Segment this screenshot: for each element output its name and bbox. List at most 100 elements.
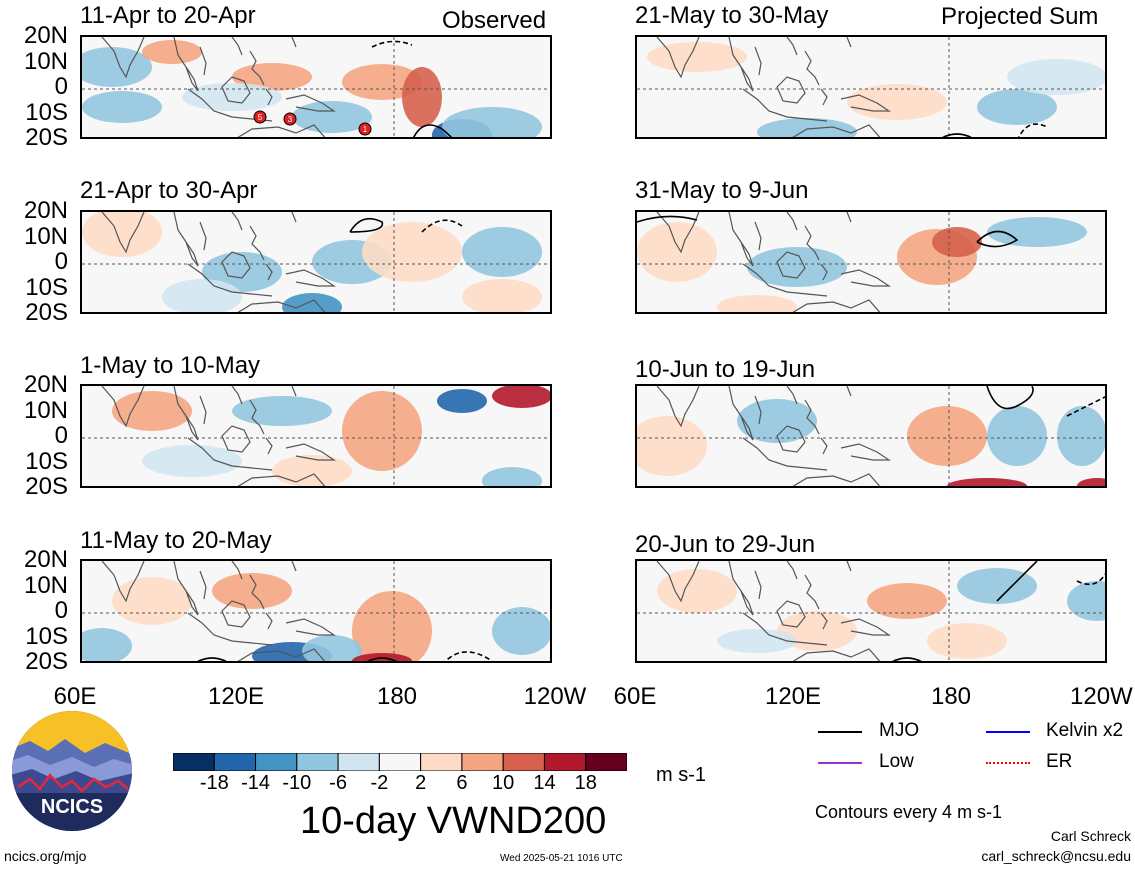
lat-label-2-20n: 20N <box>23 197 68 224</box>
anomaly-field <box>637 217 1087 312</box>
colorbar-segment <box>213 752 257 772</box>
footer-timestamp: Wed 2025-05-21 1016 UTC <box>500 853 623 864</box>
anomaly-field <box>82 573 550 661</box>
colorbar-tick-label: -2 <box>370 772 389 794</box>
legend-label-er: ER <box>1046 751 1073 772</box>
lat-label-3-20s: 20S <box>25 473 68 500</box>
colorbar-segment <box>172 752 215 772</box>
panel-title-right-4: 20-Jun to 29-Jun <box>635 531 816 558</box>
colorbar-segment <box>337 752 380 772</box>
anomaly-field <box>82 212 542 312</box>
colorbar-tick-label: 18 <box>574 772 597 794</box>
footer-author: Carl Schreck <box>1050 828 1131 844</box>
lon-label-right-60e: 60E <box>613 683 657 710</box>
storm-marker-label: 5 <box>258 113 263 122</box>
mjo-contours <box>371 40 453 137</box>
colorbar-segment <box>296 752 339 772</box>
coastline <box>656 561 891 661</box>
colorbar-tick-label: 10 <box>492 772 515 794</box>
footer-url: ncics.org/mjo <box>4 848 87 864</box>
mjo-contours <box>942 123 1048 137</box>
lon-label-right-120w: 120W <box>1070 685 1133 709</box>
colorbar-tick-label: 14 <box>533 772 556 794</box>
lat-label-3-20n: 20N <box>23 371 68 398</box>
colorbar-segment <box>378 752 422 772</box>
lon-label-left-120w: 120W <box>523 683 587 710</box>
coastline <box>101 37 336 137</box>
coastline <box>656 37 891 137</box>
map-panel-right-4 <box>635 559 1107 663</box>
colorbar-tick-label: 6 <box>456 772 468 794</box>
map-panel-right-1 <box>635 35 1107 139</box>
ncics-logo: NCICS <box>10 709 134 833</box>
lat-label-3-10n: 10N <box>23 396 68 424</box>
lat-label-3-0: 0 <box>54 422 68 449</box>
lat-label-1-20n: 20N <box>23 22 68 49</box>
legend-line-kelvin <box>986 731 1030 733</box>
colorbar-units: m s-1 <box>656 764 706 786</box>
mjo-contours <box>892 561 1105 661</box>
observed-label: Observed <box>442 7 547 34</box>
lat-label-4-10s: 10S <box>25 622 68 650</box>
lat-label-2-10n: 10N <box>23 222 68 250</box>
map-panel-right-3 <box>635 384 1107 488</box>
anomaly-field <box>657 568 1105 659</box>
lat-label-1-10s: 10S <box>25 98 68 126</box>
colorbar-tick-label: -10 <box>282 772 312 794</box>
logo-text: NCICS <box>41 796 103 818</box>
lon-label-right-120e: 120E <box>764 683 822 710</box>
lon-label-left-120e: 120E <box>207 683 265 710</box>
anomaly-field <box>647 42 1105 137</box>
colorbar-segment <box>543 752 587 772</box>
storm-marker-label: 1 <box>363 125 368 134</box>
storm-marker: 5 <box>253 110 267 124</box>
mjo-contours <box>349 217 463 233</box>
lat-label-2-0: 0 <box>54 248 68 275</box>
lon-label-left-180: 180 <box>376 683 418 710</box>
storm-marker: 3 <box>283 112 297 126</box>
panel-title-right-2: 31-May to 9-Jun <box>635 177 809 204</box>
storm-marker-label: 3 <box>288 115 293 124</box>
lat-label-1-10n: 10N <box>23 47 68 75</box>
map-panel-left-3 <box>80 384 552 488</box>
colorbar-segment <box>255 752 298 772</box>
lat-label-3-10s: 10S <box>25 447 68 475</box>
contour-note: Contours every 4 m s-1 <box>815 802 1003 822</box>
legend-label-kelvin: Kelvin x2 <box>1046 720 1124 741</box>
coastline <box>101 561 336 661</box>
colorbar <box>172 752 628 772</box>
coastline <box>656 212 891 312</box>
map-panel-left-2 <box>80 210 552 314</box>
lat-label-1-0: 0 <box>54 73 68 100</box>
panel-title-left-4: 11-May to 20-May <box>80 527 272 554</box>
mjo-contours <box>197 651 493 661</box>
panel-title-right-1: 21-May to 30-May <box>635 2 829 29</box>
coastline <box>101 386 336 486</box>
lat-label-4-20s: 20S <box>25 648 68 675</box>
legend-label-low: Low <box>879 751 914 772</box>
colorbar-tick-label: 2 <box>415 772 427 794</box>
anomaly-field <box>637 399 1105 486</box>
legend-line-er <box>986 762 1030 764</box>
colorbar-segment <box>502 752 545 772</box>
footer-email: carl_schreck@ncsu.edu <box>981 848 1131 864</box>
mjo-contours <box>986 386 1105 417</box>
colorbar-tick-label: -6 <box>329 772 347 794</box>
lat-label-4-0: 0 <box>54 597 68 624</box>
legend-line-mjo <box>818 731 862 733</box>
lat-label-1-20s: 20S <box>25 124 68 151</box>
panel-title-left-2: 21-Apr to 30-Apr <box>80 177 258 204</box>
map-panel-right-2 <box>635 210 1107 314</box>
panel-title-left-1: 11-Apr to 20-Apr <box>80 2 256 29</box>
colorbar-segment <box>420 752 463 772</box>
legend-line-low <box>818 762 862 764</box>
colorbar-segment <box>585 752 628 772</box>
projected-sum-label: Projected Sum <box>941 3 1099 30</box>
mjo-contours <box>637 215 1019 248</box>
lat-label-2-10s: 10S <box>25 273 68 301</box>
anomaly-field <box>112 386 550 486</box>
panel-title-right-3: 10-Jun to 19-Jun <box>635 356 816 383</box>
lon-label-right-180: 180 <box>930 683 972 710</box>
colorbar-tick-label: -18 <box>199 772 229 794</box>
panel-title-left-3: 1-May to 10-May <box>80 352 261 379</box>
